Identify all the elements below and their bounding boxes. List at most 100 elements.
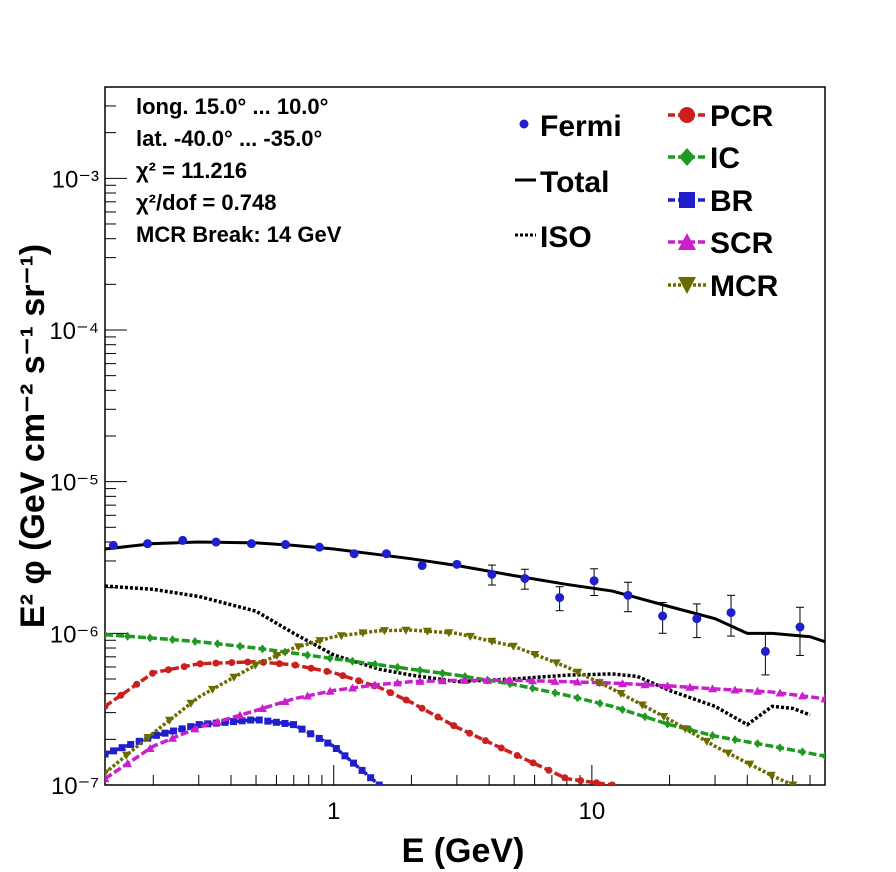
mcr-marker — [444, 629, 454, 638]
pcr-marker — [497, 744, 505, 752]
pcr-marker — [149, 669, 157, 677]
ic-marker — [394, 662, 401, 672]
fermi-point — [726, 608, 736, 618]
pcr-marker — [105, 702, 109, 710]
ic-marker — [169, 635, 176, 645]
info-line: MCR Break: 14 GeV — [136, 222, 342, 247]
mcr-marker — [637, 701, 647, 710]
info-line: χ² = 11.216 — [136, 158, 247, 183]
x-tick-label: 10 — [579, 798, 606, 825]
ic-marker — [596, 698, 604, 708]
pcr-marker — [180, 663, 188, 671]
pcr-marker — [244, 658, 252, 666]
br-marker — [281, 719, 289, 727]
fermi-point — [211, 537, 221, 547]
br-marker — [187, 723, 195, 731]
fermi-point — [314, 542, 324, 552]
scr-marker — [640, 680, 650, 689]
br-marker — [170, 727, 178, 735]
pcr-marker — [434, 713, 442, 721]
mcr-marker — [105, 769, 110, 778]
pcr-marker — [196, 660, 204, 668]
legend-pcr-marker — [679, 107, 695, 123]
mcr-marker — [702, 737, 712, 746]
br-marker — [255, 716, 263, 724]
ic-line — [105, 632, 825, 758]
mcr-marker — [207, 685, 217, 694]
mcr-marker — [229, 673, 239, 682]
fermi-point — [178, 535, 188, 545]
ic-marker — [731, 735, 739, 745]
mcr-marker — [358, 629, 368, 638]
br-marker — [178, 725, 186, 733]
scr-marker — [370, 680, 380, 689]
mcr-line — [105, 628, 794, 785]
br-marker — [127, 741, 135, 749]
br-marker — [221, 718, 229, 726]
mcr-marker — [315, 637, 325, 646]
mcr-marker — [272, 652, 282, 661]
pcr-marker — [513, 751, 521, 759]
br-marker — [324, 739, 332, 747]
mcr-marker — [487, 637, 497, 646]
legend-fermi-symbol — [519, 119, 529, 129]
mcr-marker — [508, 642, 518, 651]
legend-scr-marker — [678, 233, 696, 250]
ic-marker — [619, 705, 626, 715]
ic-marker — [664, 719, 671, 729]
fermi-point — [108, 540, 118, 550]
ic-marker — [105, 630, 109, 640]
br-marker — [290, 721, 298, 729]
fermi-point — [795, 622, 805, 632]
ic-marker — [551, 688, 559, 698]
ic-marker — [821, 751, 825, 761]
br-marker — [375, 781, 383, 785]
legend-ic-marker — [679, 148, 695, 166]
pcr-marker — [529, 759, 537, 767]
info-line: long. 15.0° ... 10.0° — [136, 94, 328, 119]
fermi-point — [417, 561, 427, 571]
scr-marker — [775, 688, 785, 697]
ic-marker — [146, 633, 154, 643]
mcr-marker — [422, 627, 432, 636]
scr-marker — [325, 686, 335, 695]
mcr-marker — [401, 626, 411, 635]
br-marker — [105, 750, 109, 758]
scr-marker — [258, 703, 267, 712]
mcr-marker — [336, 632, 346, 641]
mcr-marker — [293, 643, 303, 652]
mcr-marker — [530, 650, 540, 659]
legend-br-label: BR — [710, 185, 754, 218]
legend-pcr-label: PCR — [710, 100, 774, 133]
mcr-marker — [121, 751, 131, 760]
pcr-marker — [228, 659, 236, 667]
iso-line — [105, 584, 811, 727]
scr-marker — [393, 678, 402, 687]
fermi-point — [692, 614, 702, 624]
mcr-marker — [250, 661, 260, 670]
scr-marker — [798, 691, 807, 700]
scr-marker — [438, 676, 447, 685]
ic-marker — [439, 668, 446, 678]
br-marker — [307, 730, 315, 738]
legend-total-label: Total — [540, 166, 609, 199]
scr-marker — [528, 676, 537, 685]
mcr-marker — [723, 749, 733, 758]
mcr-marker — [143, 733, 153, 742]
y-tick-label: 10⁻⁵ — [50, 470, 99, 497]
pcr-marker — [608, 781, 616, 785]
br-marker — [349, 759, 357, 767]
legend-mcr-marker — [678, 277, 696, 294]
total-line — [105, 540, 825, 644]
fermi-point — [520, 573, 530, 583]
br-marker — [152, 731, 160, 739]
ic-marker — [641, 712, 649, 722]
mcr-marker — [551, 659, 561, 668]
br-marker — [238, 717, 246, 725]
fermi-point — [487, 569, 497, 579]
scr-marker — [505, 675, 515, 684]
pcr-marker — [592, 779, 600, 785]
br-marker — [264, 717, 272, 725]
mcr-marker — [594, 679, 604, 688]
pcr-marker — [212, 659, 220, 667]
